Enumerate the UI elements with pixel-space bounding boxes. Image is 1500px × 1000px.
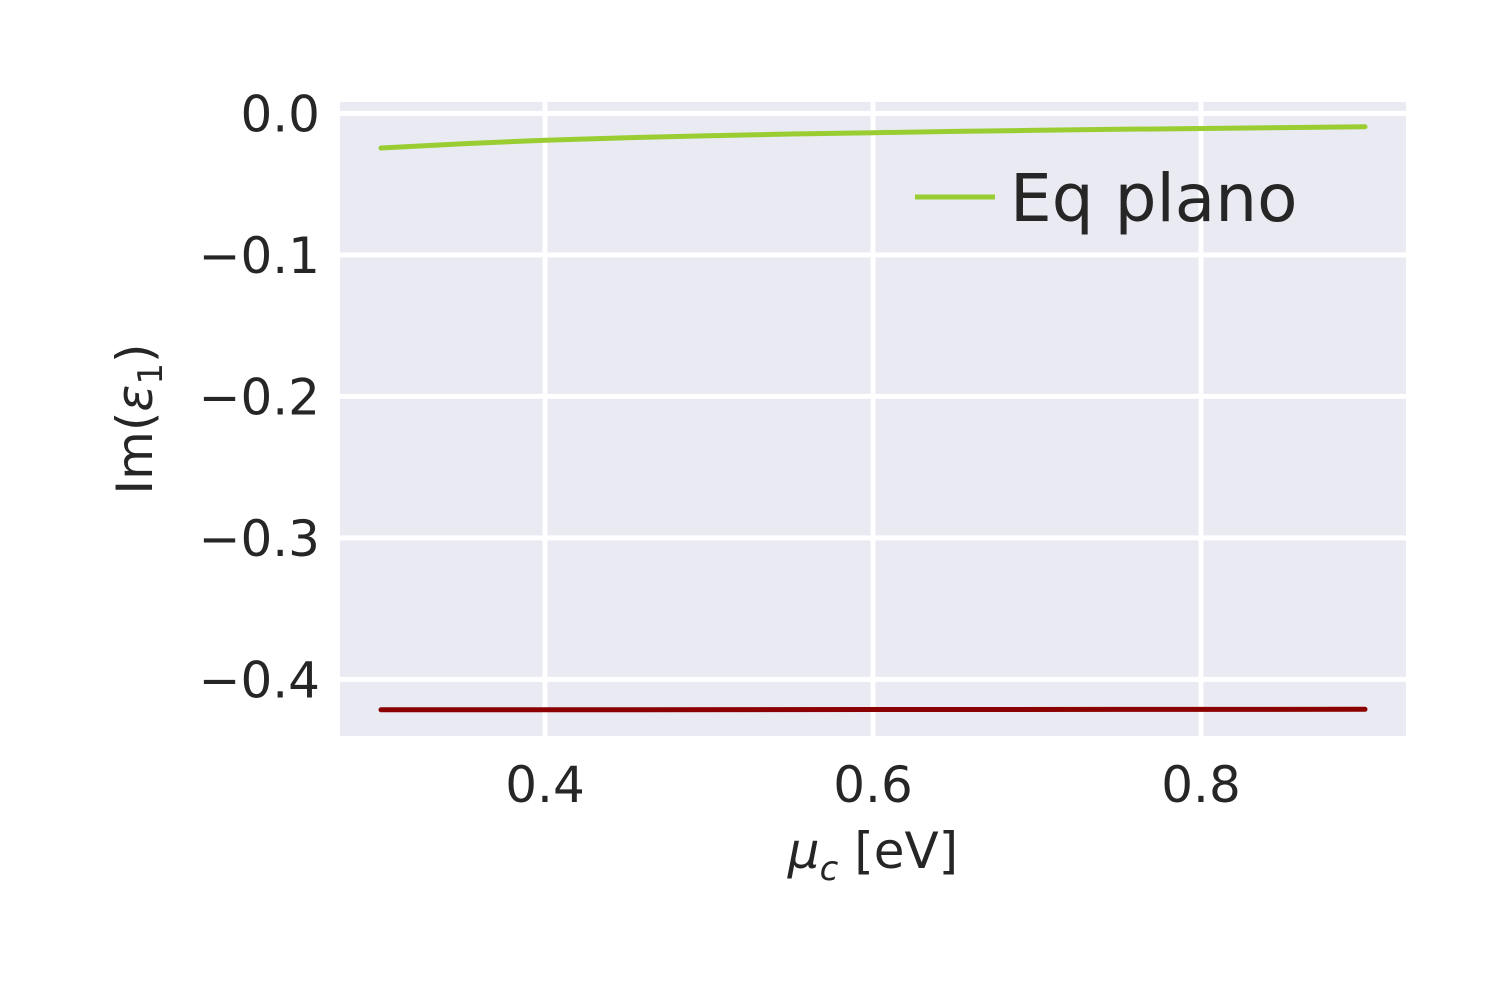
y-axis-label-subscript: 1 <box>131 363 171 385</box>
y-axis-label-prefix: Im( <box>106 412 164 495</box>
legend: Eq plano <box>915 160 1297 237</box>
x-axis-label: μc [eV] <box>787 822 958 889</box>
x-tick-labels: 0.4 0.6 0.8 <box>505 756 1241 814</box>
y-tick-label: −0.1 <box>199 227 320 285</box>
x-tick-label: 0.6 <box>833 756 913 814</box>
y-tick-labels: 0.0 −0.1 −0.2 −0.3 −0.4 <box>199 85 320 709</box>
grid <box>340 102 1406 736</box>
y-axis-label-suffix: ) <box>106 343 164 363</box>
y-axis-label: Im(ε1) <box>106 343 171 494</box>
x-axis-label-unit: [eV] <box>838 822 958 880</box>
series-line-flat <box>378 706 1368 713</box>
x-tick-label: 0.4 <box>505 756 585 814</box>
y-axis-label-base: ε <box>106 385 164 412</box>
series-line-eq-plano <box>378 124 1368 151</box>
y-tick-label: −0.4 <box>199 651 320 709</box>
y-tick-label: 0.0 <box>240 85 320 143</box>
x-axis-label-subscript: c <box>820 849 839 889</box>
y-tick-label: −0.2 <box>199 368 320 426</box>
x-axis-label-base: μ <box>787 822 820 880</box>
y-tick-label: −0.3 <box>199 510 320 568</box>
x-tick-label: 0.8 <box>1161 756 1241 814</box>
legend-label: Eq plano <box>1010 160 1297 237</box>
series-layer <box>378 124 1368 713</box>
